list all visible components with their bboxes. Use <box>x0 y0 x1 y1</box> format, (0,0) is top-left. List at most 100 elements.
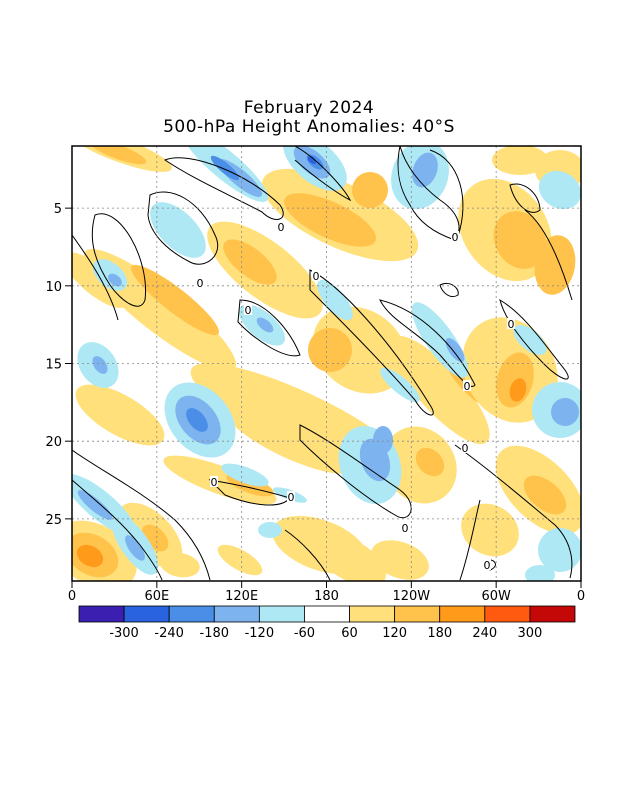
y-tick-label-3: 20 <box>45 435 62 450</box>
contour-label-8: 0 <box>211 476 218 489</box>
anomaly-blob-68 <box>186 408 208 432</box>
anomaly-blob-65 <box>92 356 108 374</box>
anomaly-blob-6 <box>303 200 337 220</box>
colorbar-swatch-6 <box>349 605 396 623</box>
zero-contour-15 <box>459 499 481 581</box>
zero-contour-18 <box>509 183 541 213</box>
colorbar-label-6: 120 <box>382 626 407 641</box>
zero-contour-14 <box>72 479 163 581</box>
anomaly-blob-81 <box>525 565 555 581</box>
anomaly-blob-1 <box>89 146 147 165</box>
contour-label-bg-5 <box>463 380 471 391</box>
anomaly-blob-27 <box>415 447 445 477</box>
contour-label-bg-2 <box>312 270 320 281</box>
anomaly-blob-9 <box>131 264 219 336</box>
contour-label-1: 0 <box>197 277 204 290</box>
anomaly-blob-58 <box>256 317 274 333</box>
y-tick-label-2: 15 <box>45 358 62 373</box>
zero-contour-1 <box>91 213 147 307</box>
zero-contour-4 <box>237 299 301 357</box>
anomaly-blob-54 <box>150 202 206 258</box>
colorbar-swatch-1 <box>123 605 170 623</box>
anomaly-blob-62 <box>513 325 547 355</box>
contour-label-7: 0 <box>462 442 469 455</box>
contour-label-0: 0 <box>278 221 285 234</box>
anomaly-fills <box>72 146 581 581</box>
anomaly-blob-61 <box>445 338 465 362</box>
anomaly-blob-41 <box>217 544 263 576</box>
contour-label-bg-8 <box>210 476 218 487</box>
anomaly-blob-74 <box>221 463 269 487</box>
anomaly-blob-79 <box>125 535 145 561</box>
zero-contour-11 <box>299 424 412 519</box>
anomaly-blob-80 <box>538 528 581 572</box>
anomaly-blob-77 <box>77 490 113 520</box>
contour-label-10: 0 <box>402 522 409 535</box>
anomaly-blob-22 <box>226 406 354 474</box>
anomaly-blob-59 <box>317 279 353 321</box>
zero-contour-17 <box>72 234 119 321</box>
contour-label-2: 0 <box>313 270 320 283</box>
contour-labels: 0 0 0 0 0 0 0 0 0 0 0 0 <box>196 221 515 572</box>
contour-label-11: 0 <box>484 559 491 572</box>
colorbar-swatch-5 <box>304 605 350 623</box>
y-tick-label-0: 5 <box>54 202 62 217</box>
contour-label-bg-10 <box>401 522 409 533</box>
anomaly-blob-46 <box>210 155 240 181</box>
colorbar-label-3: -120 <box>245 626 275 641</box>
contour-label-9: 0 <box>288 491 295 504</box>
contour-label-6: 0 <box>508 318 515 331</box>
anomaly-blob-34 <box>76 544 104 568</box>
anomaly-blob-53 <box>538 170 581 210</box>
anomaly-blob-3 <box>223 239 277 285</box>
colorbar-swatch-3 <box>213 605 260 623</box>
anomaly-blob-20 <box>509 378 527 402</box>
x-tick-label-4: 120W <box>392 589 430 604</box>
contour-label-bg-9 <box>287 491 295 502</box>
contour-label-bg-11 <box>483 559 491 570</box>
colorbar-label-4: -60 <box>294 626 315 641</box>
colorbar-swatch-10 <box>529 605 576 623</box>
y-tick-label-1: 10 <box>45 280 62 295</box>
contour-label-3: 0 <box>245 304 252 317</box>
x-tick-label-5: 60W <box>481 589 511 604</box>
anomaly-blob-42 <box>492 146 548 175</box>
anomaly-blob-15 <box>308 328 352 372</box>
colorbar-swatch-7 <box>394 605 441 623</box>
contour-label-bg-1 <box>196 277 204 288</box>
colorbar-label-7: 180 <box>427 626 452 641</box>
anomaly-blob-16 <box>390 335 490 445</box>
contour-label-bg-0 <box>277 221 285 232</box>
contour-label-bg-7 <box>461 442 469 453</box>
colorbar-label-2: -180 <box>200 626 230 641</box>
zero-contour-2 <box>163 157 284 220</box>
anomaly-blob-37 <box>461 503 519 557</box>
zero-contour-8 <box>429 149 464 237</box>
anomaly-blob-56 <box>108 273 122 287</box>
colorbar-swatch-4 <box>258 605 305 623</box>
anomaly-blob-7 <box>352 172 388 208</box>
colorbar-label-0: -300 <box>109 626 139 641</box>
colorbar-label-5: 60 <box>341 626 358 641</box>
anomaly-blob-52 <box>412 152 438 188</box>
x-tick-label-2: 120E <box>225 589 258 604</box>
colorbar-swatch-0 <box>78 605 125 623</box>
contour-label-5: 0 <box>464 380 471 393</box>
x-tick-label-1: 60E <box>144 589 169 604</box>
y-tick-label-4: 25 <box>45 513 62 528</box>
x-tick-label-6: 0 <box>577 589 585 604</box>
contour-label-bg-3 <box>244 304 252 315</box>
chart-subtitle: 500-hPa Height Anomalies: 40°S <box>163 117 455 137</box>
zero-contour-20 <box>439 282 459 298</box>
zero-contour-16 <box>284 529 331 581</box>
zero-contour-5 <box>309 269 434 416</box>
contour-label-bg-6 <box>507 318 515 329</box>
chart-title: February 2024 <box>243 98 375 118</box>
contour-label-bg-4 <box>451 231 459 242</box>
colorbar: -300 -240 -180 -120 -60 60 120 180 240 300 <box>78 605 576 641</box>
colorbar-label-8: 240 <box>472 626 497 641</box>
anomaly-blob-60 <box>411 302 469 378</box>
anomaly-blob-12 <box>493 211 547 269</box>
anomaly-blob-40 <box>160 552 200 578</box>
